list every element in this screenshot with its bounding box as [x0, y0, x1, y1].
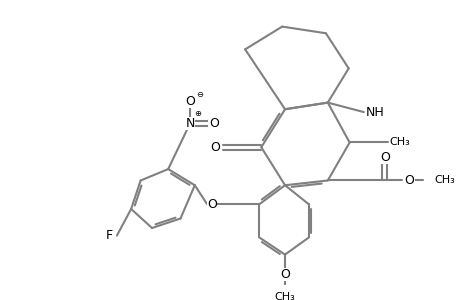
Text: ⊖: ⊖: [196, 91, 202, 100]
Text: F: F: [106, 229, 112, 242]
Text: CH₃: CH₃: [433, 176, 454, 185]
Text: NH: NH: [365, 106, 384, 118]
Text: O: O: [208, 117, 218, 130]
Text: O: O: [185, 95, 195, 108]
Text: O: O: [210, 141, 220, 154]
Text: ⊕: ⊕: [194, 110, 201, 118]
Text: N: N: [185, 117, 194, 130]
Text: O: O: [379, 151, 389, 164]
Text: O: O: [207, 198, 216, 211]
Text: CH₃: CH₃: [274, 292, 295, 300]
Text: O: O: [404, 174, 414, 187]
Text: CH₃: CH₃: [389, 137, 409, 148]
Text: O: O: [280, 268, 289, 281]
